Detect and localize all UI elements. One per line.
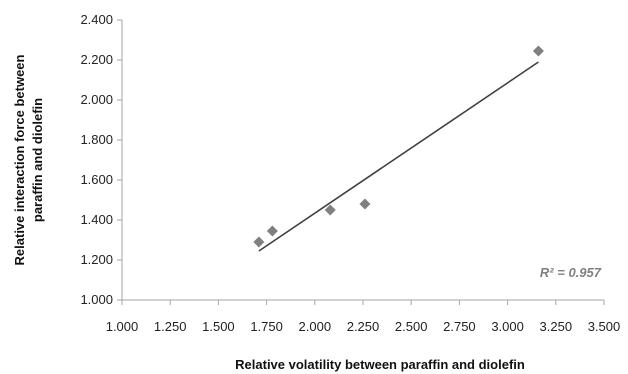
y-tick-label: 1.800 bbox=[80, 132, 113, 147]
x-axis-title: Relative volatility between paraffin and… bbox=[235, 357, 525, 372]
y-tick-label: 1.400 bbox=[80, 212, 113, 227]
x-tick-label: 3.000 bbox=[491, 319, 524, 334]
tick-labels: 1.000 1.200 1.400 1.600 1.800 2.000 2.200 2.400… bbox=[80, 12, 620, 334]
data-point bbox=[359, 198, 371, 210]
y-tick-label: 2.000 bbox=[80, 92, 113, 107]
x-tick-label: 2.250 bbox=[347, 319, 380, 334]
trendline-group bbox=[258, 61, 539, 252]
y-tick-label: 2.400 bbox=[80, 12, 113, 27]
x-tick-label: 2.750 bbox=[443, 319, 476, 334]
y-tick-label: 2.200 bbox=[80, 52, 113, 67]
x-tick-label: 1.500 bbox=[202, 319, 235, 334]
data-point bbox=[324, 204, 336, 216]
data-points bbox=[253, 45, 544, 248]
y-axis-title-line-1: Relative interaction force between bbox=[12, 54, 27, 265]
trendline bbox=[258, 61, 539, 252]
x-tick-label: 2.000 bbox=[299, 319, 332, 334]
data-point bbox=[253, 236, 265, 248]
x-tick-label: 3.500 bbox=[588, 319, 621, 334]
r-squared-annotation: R² = 0.957 bbox=[540, 265, 602, 280]
x-tick-label: 1.250 bbox=[154, 319, 187, 334]
data-point bbox=[266, 225, 278, 237]
x-tick-label: 1.000 bbox=[106, 319, 139, 334]
y-tick-label: 1.000 bbox=[80, 292, 113, 307]
y-axis-title-line-2: paraffin and diolefin bbox=[30, 98, 45, 222]
y-tick-label: 1.600 bbox=[80, 172, 113, 187]
y-tick-label: 1.200 bbox=[80, 252, 113, 267]
data-point bbox=[532, 45, 544, 57]
x-tick-label: 2.500 bbox=[395, 319, 428, 334]
x-tick-label: 3.250 bbox=[540, 319, 573, 334]
x-tick-label: 1.750 bbox=[250, 319, 283, 334]
axes bbox=[117, 19, 605, 305]
